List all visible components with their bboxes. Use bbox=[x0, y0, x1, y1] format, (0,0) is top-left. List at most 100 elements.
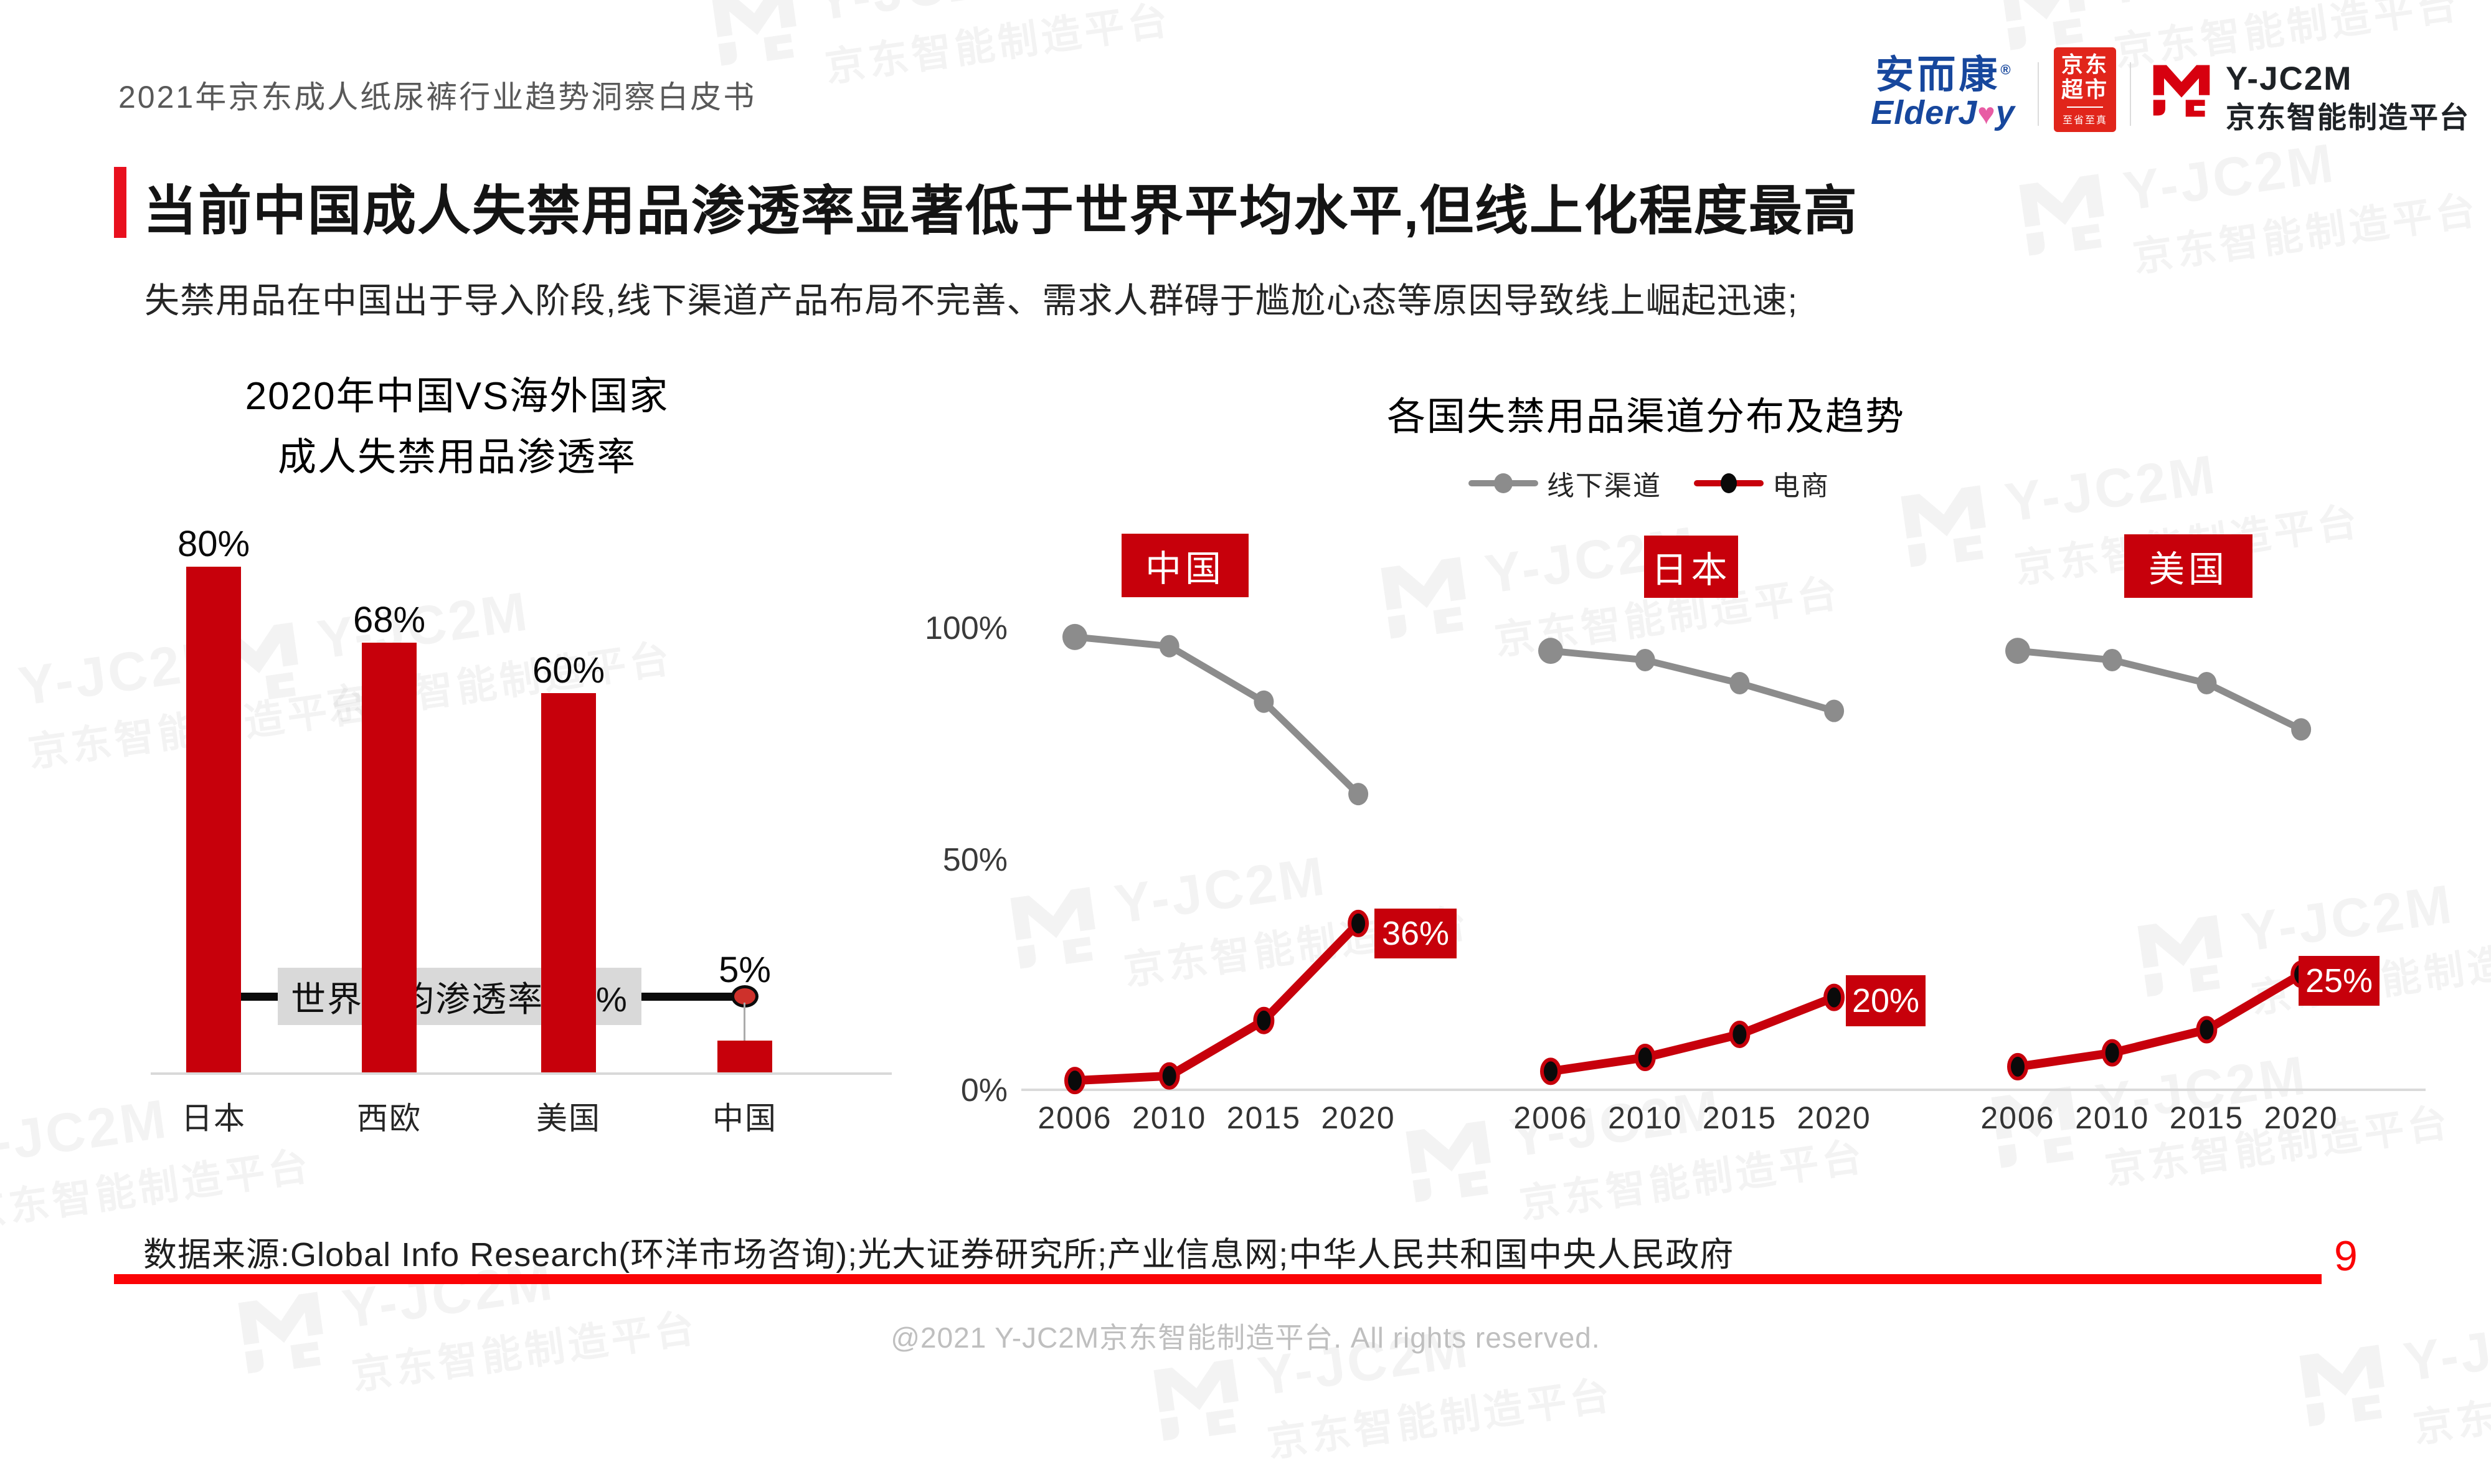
offline-line-china bbox=[1071, 633, 1362, 798]
yjc2m-logo-icon bbox=[2153, 65, 2210, 117]
legend-label-ecommerce: 电商 bbox=[1772, 471, 1830, 501]
jd-market-line1: 京东 bbox=[2061, 53, 2109, 78]
bar-category-china: 中国 bbox=[712, 1101, 777, 1136]
offline-point-usa bbox=[2291, 718, 2312, 741]
x-tick-label-china: 2015 bbox=[1227, 1100, 1301, 1135]
watermark: Y-JC2M京东智能制造平台 bbox=[2292, 1286, 2491, 1470]
x-tick-label-japan: 2015 bbox=[1703, 1100, 1777, 1135]
copyright-notice: @2021 Y-JC2M京东智能制造平台. All rights reserve… bbox=[891, 1321, 1600, 1354]
watermark: Y-JC2M京东智能制造平台 bbox=[704, 0, 1175, 109]
bar-chart-plot: 世界平均渗透率 12% 80% 日本 68% 西欧 60% 美国 5% 中国 bbox=[151, 524, 892, 1136]
y-tick-label: 50% bbox=[943, 842, 1008, 878]
legend-item-offline: 线下渠道 bbox=[1468, 463, 1661, 503]
elderjoy-cn-text: 安而康® bbox=[1875, 54, 2011, 97]
x-tick-label-usa: 2006 bbox=[1980, 1100, 2054, 1135]
watermark: Y-JC2M京东智能制造平台 bbox=[1993, 0, 2464, 93]
ecommerce-line-china bbox=[1071, 919, 1363, 1085]
elderjoy-en-text: ElderJ♥y bbox=[1871, 94, 2015, 131]
ecommerce-point-japan bbox=[1634, 1044, 1656, 1072]
ecommerce-point-japan bbox=[1823, 983, 1845, 1011]
watermark: Y-JC2M京东智能制造平台 bbox=[1893, 427, 2364, 610]
bar-china bbox=[717, 1041, 772, 1072]
x-tick-label-china: 2006 bbox=[1038, 1100, 1112, 1135]
end-value-badge-japan: 20% bbox=[1846, 975, 1926, 1026]
page-number: 9 bbox=[2334, 1232, 2358, 1280]
x-tick-label-japan: 2006 bbox=[1513, 1100, 1587, 1135]
country-badge-usa: 美国 bbox=[2124, 534, 2252, 598]
line-chart-canvas: 100% 50% 0% 2006 2010 2015 2020 2006 2010 2015 202… bbox=[925, 610, 2426, 1135]
country-badge-china: 中国 bbox=[1122, 534, 1249, 597]
country-badge-japan: 日本 bbox=[1644, 536, 1738, 598]
ecommerce-line-usa bbox=[2013, 970, 2306, 1071]
offline-point-japan bbox=[1635, 648, 1655, 671]
line-chart-legend: 线下渠道 电商 bbox=[1468, 463, 1830, 503]
bar-chart-title-line2: 成人失禁用品渗透率 bbox=[277, 435, 636, 479]
bar-value-china: 5% bbox=[719, 950, 771, 990]
bar-category-west-europe: 西欧 bbox=[357, 1101, 422, 1136]
x-tick-label-china: 2010 bbox=[1132, 1100, 1206, 1135]
title-accent-bar bbox=[114, 167, 126, 238]
ecommerce-point-usa bbox=[2196, 1016, 2218, 1044]
offline-point-china bbox=[1254, 690, 1274, 713]
logo-divider bbox=[2038, 62, 2039, 126]
offline-point-china bbox=[1062, 623, 1087, 650]
ecommerce-point-china bbox=[1158, 1062, 1180, 1090]
y-tick-label: 0% bbox=[961, 1072, 1008, 1108]
bar-west-europe bbox=[362, 643, 417, 1072]
x-tick-label-usa: 2015 bbox=[2170, 1100, 2244, 1135]
bar-value-japan: 80% bbox=[177, 524, 250, 564]
x-tick-label-japan: 2010 bbox=[1608, 1100, 1682, 1135]
offline-line-japan bbox=[1547, 647, 1838, 715]
x-tick-label-china: 2020 bbox=[1321, 1100, 1395, 1135]
bar-chart-title: 2020年中国VS海外国家 成人失禁用品渗透率 bbox=[177, 366, 737, 488]
yjc2m-logo-text: Y-JC2M 京东智能制造平台 bbox=[2226, 62, 2470, 132]
legend-label-offline: 线下渠道 bbox=[1547, 471, 1661, 501]
ecommerce-point-china bbox=[1348, 909, 1369, 937]
bar-value-west-europe: 68% bbox=[352, 600, 426, 640]
bar-chart-title-line1: 2020年中国VS海外国家 bbox=[245, 375, 669, 418]
watermark: Y-JC2M京东智能制造平台 bbox=[1003, 828, 1473, 1012]
watermark: Y-JC2M京东智能制造平台 bbox=[2130, 856, 2491, 1040]
offline-line-marker-icon bbox=[1468, 473, 1538, 493]
bar-japan bbox=[186, 567, 241, 1072]
ecommerce-point-japan bbox=[1729, 1020, 1751, 1048]
legend-item-ecommerce: 电商 bbox=[1694, 463, 1830, 503]
watermark: Y-JC2M京东智能制造平台 bbox=[1398, 1062, 1869, 1245]
offline-line-usa bbox=[2014, 647, 2305, 733]
logo-divider bbox=[2130, 62, 2131, 126]
page-title: 当前中国成人失禁用品渗透率显著低于世界平均水平,但线上化程度最高 bbox=[143, 181, 1858, 241]
x-tick-label-japan: 2020 bbox=[1797, 1100, 1871, 1135]
doc-header-title: 2021年京东成人纸尿裤行业趋势洞察白皮书 bbox=[118, 80, 757, 115]
elderjoy-logo: 安而康® ElderJ♥y bbox=[1863, 56, 2023, 130]
ecommerce-line-japan bbox=[1546, 993, 1839, 1076]
bar-value-usa: 60% bbox=[532, 650, 605, 691]
ecommerce-point-china bbox=[1064, 1067, 1085, 1095]
jd-badge-divider bbox=[2067, 106, 2103, 108]
line-chart-title: 各国失禁用品渠道分布及趋势 bbox=[1386, 395, 1905, 438]
watermark: Y-JC2M京东智能制造平台 bbox=[1373, 498, 1844, 682]
x-tick-label-usa: 2010 bbox=[2075, 1100, 2149, 1135]
offline-point-japan bbox=[1538, 638, 1563, 664]
registered-mark: ® bbox=[2000, 62, 2011, 78]
offline-point-usa bbox=[2102, 648, 2122, 671]
ecommerce-point-japan bbox=[1540, 1057, 1561, 1085]
page-subtitle: 失禁用品在中国出于导入阶段,线下渠道产品布局不完善、需求人群碍于尴尬心态等原因导… bbox=[144, 281, 1799, 320]
offline-point-japan bbox=[1729, 672, 1750, 695]
ecommerce-point-usa bbox=[2007, 1052, 2028, 1080]
bar-usa bbox=[541, 693, 596, 1072]
end-value-badge-usa: 25% bbox=[2299, 956, 2380, 1006]
ecommerce-point-usa bbox=[2101, 1039, 2123, 1067]
jd-supermarket-logo: 京东 超市 至省至真 bbox=[2054, 47, 2116, 132]
offline-point-china bbox=[1348, 783, 1369, 806]
watermark: Y-JC2M京东智能制造平台 bbox=[2011, 115, 2482, 299]
bar-category-usa: 美国 bbox=[536, 1101, 601, 1136]
jd-market-line2: 超市 bbox=[2061, 77, 2109, 102]
watermark: Y-JC2M京东智能制造平台 bbox=[1983, 1028, 2454, 1211]
yjc2m-name: Y-JC2M bbox=[2226, 60, 2353, 97]
offline-point-japan bbox=[1824, 699, 1845, 722]
end-value-badge-china: 36% bbox=[1374, 909, 1457, 958]
y-tick-label: 100% bbox=[925, 610, 1008, 646]
x-tick-label-usa: 2020 bbox=[2264, 1100, 2338, 1135]
offline-point-usa bbox=[2005, 638, 2030, 664]
